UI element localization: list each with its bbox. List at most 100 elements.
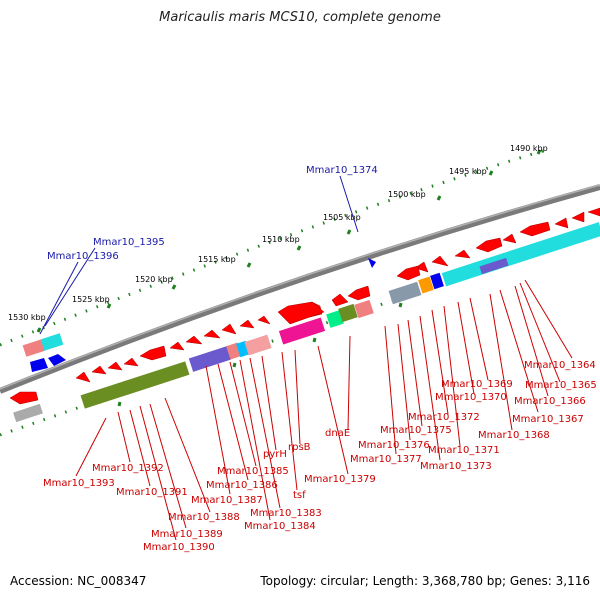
scale-major-ticks (36, 149, 542, 333)
scale-line-upper (0, 146, 553, 347)
scale-label: 1520 kbp (135, 275, 173, 284)
feature-box-pink (22, 339, 46, 357)
gene-arrow[interactable] (185, 335, 203, 345)
band-salmon-2 (354, 299, 374, 319)
gene-label[interactable]: Mmar10_1373 (420, 461, 492, 472)
gene-arrow[interactable] (519, 221, 551, 237)
gene-label[interactable]: Mmar10_1377 (350, 454, 422, 465)
gene-arrow[interactable] (347, 285, 371, 301)
gene-label[interactable]: Mmar10_1387 (191, 495, 263, 506)
scale-label: 1510 kbp (262, 235, 300, 244)
gene-arrow[interactable] (475, 237, 503, 253)
gene-arrow[interactable] (571, 211, 585, 223)
gene-arrow[interactable] (239, 319, 255, 329)
scale-label: 1495 kbp (449, 167, 487, 176)
gene-label[interactable]: Mmar10_1376 (358, 440, 430, 451)
gene-label[interactable]: Mmar10_1367 (512, 414, 584, 425)
gene-arrows (9, 207, 600, 405)
band-olive-2 (338, 303, 358, 323)
feature-box-cyan (40, 333, 64, 351)
gene-arrow[interactable] (169, 341, 185, 351)
gene-label[interactable]: Mmar10_1375 (380, 425, 452, 436)
genome-backbone (0, 184, 600, 394)
accession-label: Accession: NC_008347 (10, 574, 147, 588)
gene-arrow[interactable] (587, 207, 600, 217)
gene-arrow[interactable] (107, 361, 123, 371)
topology-label: Topology: circular; Length: 3,368,780 bp… (260, 574, 590, 588)
scale-label: 1505 kbp (323, 213, 361, 222)
scale-label: 1525 kbp (72, 295, 110, 304)
gene-arrow[interactable] (203, 329, 221, 339)
scale-label: 1500 kbp (388, 190, 426, 199)
gene-label[interactable]: dnaE (325, 428, 350, 439)
gene-label[interactable]: Mmar10_1371 (428, 445, 500, 456)
band-blue (430, 272, 444, 290)
gene-arrow[interactable] (75, 371, 91, 383)
gene-label[interactable]: Mmar10_1388 (168, 512, 240, 523)
highlight-leader-lines (39, 175, 359, 335)
gene-label[interactable]: Mmar10_1372 (408, 412, 480, 423)
gene-label[interactable]: Mmar10_1383 (250, 508, 322, 519)
gene-label[interactable]: Mmar10_1368 (478, 430, 550, 441)
gene-arrow[interactable] (221, 323, 237, 335)
gene-label[interactable]: Mmar10_1379 (304, 474, 376, 485)
gene-arrow[interactable] (502, 233, 517, 244)
gene-label-highlight[interactable]: Mmar10_1395 (93, 237, 165, 248)
scale-label: 1490 kbp (510, 144, 548, 153)
gene-arrow[interactable] (431, 255, 449, 267)
gene-label[interactable]: Mmar10_1392 (92, 463, 164, 474)
gene-label[interactable]: pyrH (263, 449, 287, 460)
gene-label[interactable]: Mmar10_1365 (525, 380, 597, 391)
gene-label[interactable]: Mmar10_1386 (206, 480, 278, 491)
annotation-bands (80, 222, 600, 409)
gene-label[interactable]: Mmar10_1366 (514, 396, 586, 407)
gene-arrow[interactable] (454, 249, 471, 259)
band-green (326, 310, 344, 328)
gene-arrow[interactable] (257, 315, 271, 325)
gene-arrow[interactable] (123, 357, 139, 367)
gene-label[interactable]: Mmar10_1391 (116, 487, 188, 498)
highlight-label-group: Mmar10_1374 Mmar10_1395 Mmar10_1396 (47, 165, 378, 262)
gene-arrow-mmar10-1395[interactable] (30, 358, 48, 372)
band-steel (388, 281, 422, 305)
highlighted-genes (30, 258, 376, 372)
band-salmon (244, 334, 272, 356)
scale-label: 1515 kbp (198, 255, 236, 264)
gene-arrow[interactable] (414, 261, 429, 273)
feature-box-gray (13, 403, 43, 423)
band-orange (418, 276, 434, 294)
band-olive (80, 361, 190, 409)
band-violet (479, 257, 509, 275)
gene-label[interactable]: Mmar10_1369 (441, 379, 513, 390)
gene-label-group: Mmar10_1364 Mmar10_1365 Mmar10_1366 Mmar… (43, 360, 597, 553)
gene-label[interactable]: Mmar10_1370 (435, 392, 507, 403)
gene-arrow-mmar10-1374[interactable] (368, 258, 376, 268)
page-title: Maricaulis maris MCS10, complete genome (159, 10, 441, 25)
gene-arrow[interactable] (277, 301, 325, 325)
gene-label[interactable]: Mmar10_1393 (43, 478, 115, 489)
gene-arrow[interactable] (554, 217, 569, 229)
gene-arrow[interactable] (91, 365, 107, 375)
gene-label[interactable]: tsf (293, 490, 306, 501)
gene-label[interactable]: Mmar10_1384 (244, 521, 316, 532)
gene-arrow[interactable] (331, 293, 349, 307)
gene-label[interactable]: Mmar10_1389 (151, 529, 223, 540)
gene-label-highlight[interactable]: Mmar10_1396 (47, 251, 119, 262)
gene-arrow[interactable] (139, 345, 167, 361)
gene-arrow[interactable] (9, 391, 39, 405)
band-magenta (278, 317, 326, 345)
gene-arrow-mmar10-1396[interactable] (48, 354, 66, 366)
gene-label[interactable]: Mmar10_1390 (143, 542, 215, 553)
leader-lines (75, 279, 573, 541)
gene-label[interactable]: rpsB (288, 442, 311, 453)
band-purple (188, 346, 232, 372)
gene-label[interactable]: Mmar10_1385 (217, 466, 289, 477)
genome-backbone-highlight (0, 184, 600, 390)
scale-labels: 1490 kbp 1495 kbp 1500 kbp 1505 kbp 1510… (8, 144, 548, 322)
gene-label[interactable]: Mmar10_1364 (524, 360, 596, 371)
gene-label-highlight[interactable]: Mmar10_1374 (306, 165, 378, 176)
gene-arrow[interactable] (396, 265, 421, 281)
scale-label: 1530 kbp (8, 313, 46, 322)
